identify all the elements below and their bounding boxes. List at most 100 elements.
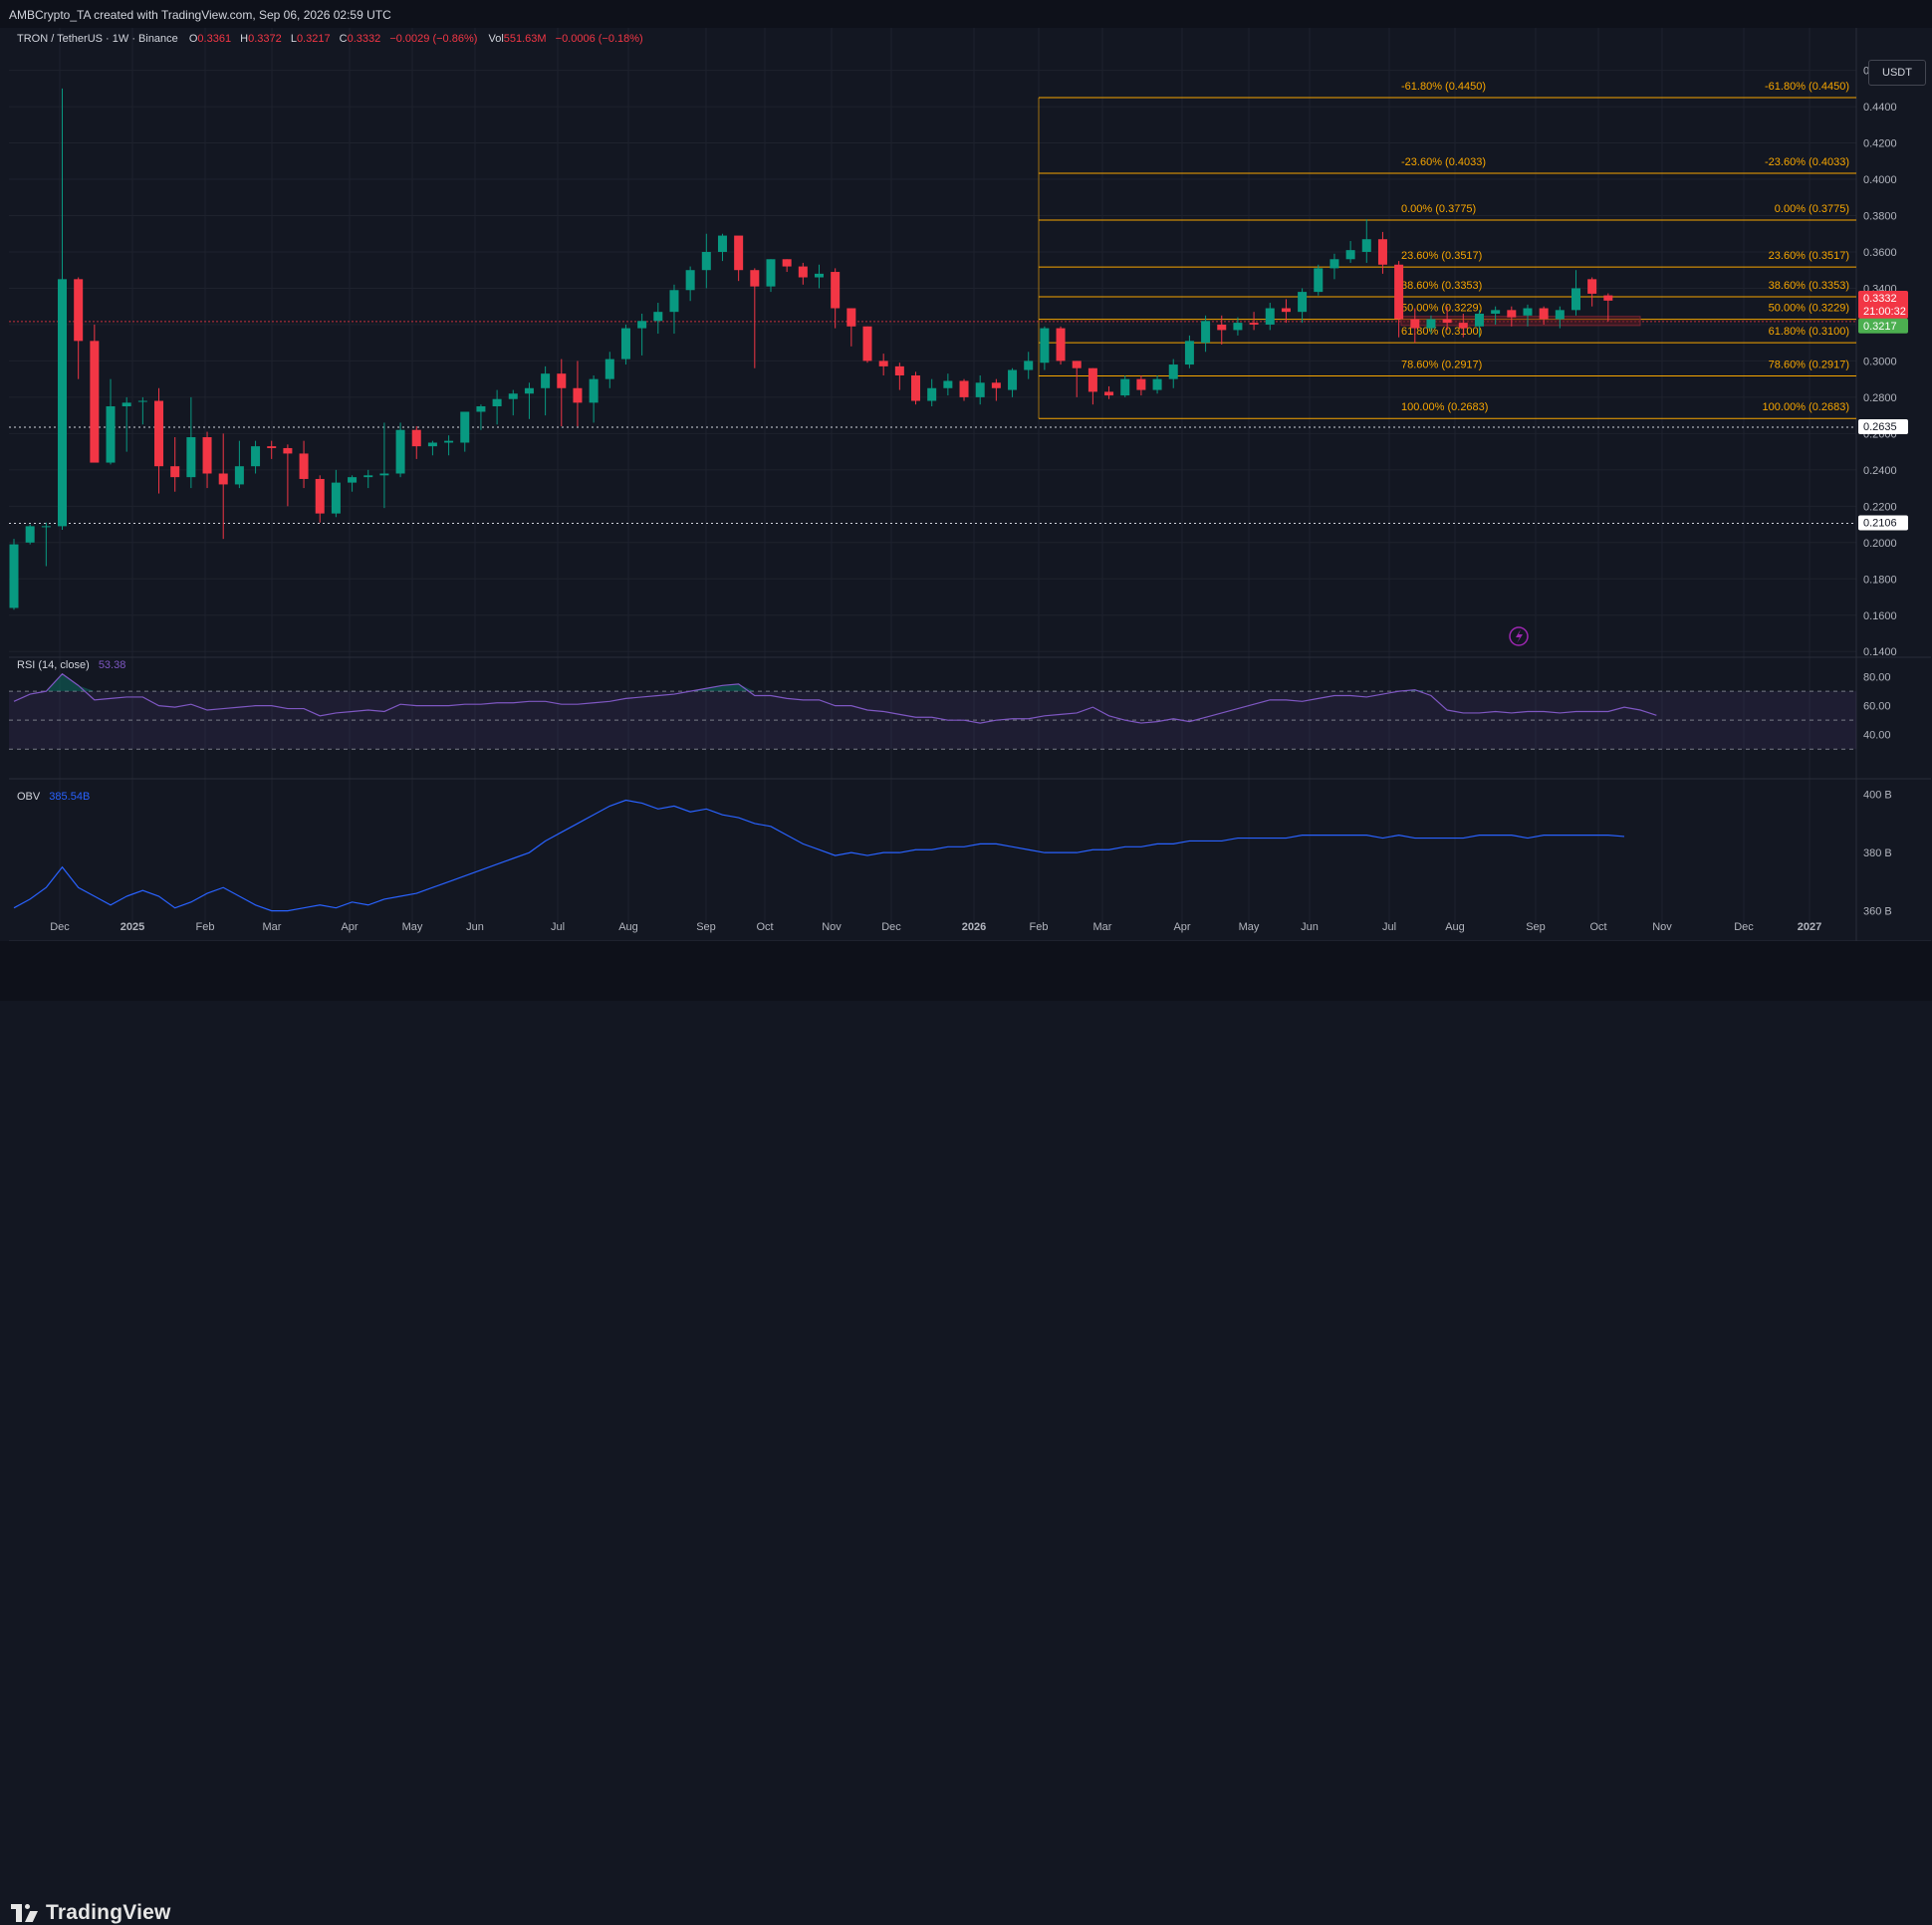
flash-icon[interactable] (1509, 626, 1529, 646)
candle-body (1603, 295, 1613, 301)
candle-body (1056, 328, 1066, 361)
candle-body (943, 380, 953, 388)
candle-body (427, 442, 437, 447)
candle-body (444, 440, 454, 443)
symbol-title: TRON / TetherUS · 1W · Binance (17, 33, 178, 45)
fib-level-label: 23.60% (0.3517) (1769, 250, 1849, 262)
horizontal-lines[interactable] (9, 316, 1856, 524)
candlestick-series (9, 88, 1613, 610)
candle-body (815, 273, 824, 278)
x-axis-tick-label: Dec (50, 921, 70, 933)
line-price-label-2-text: 0.2106 (1863, 517, 1897, 529)
candle-body (1281, 308, 1291, 313)
currency-button[interactable]: USDT (1868, 60, 1926, 86)
candle-body (1570, 288, 1580, 311)
y-axis-tick-label: 0.2800 (1863, 392, 1897, 404)
rsi-tick-label: 60.00 (1863, 701, 1891, 713)
fib-level-label: -23.60% (0.4033) (1401, 156, 1486, 168)
candle-body (589, 378, 599, 403)
candle-body (557, 373, 567, 388)
y-axis-tick-label: 0.3800 (1863, 211, 1897, 223)
brand-name: TradingView (46, 1901, 171, 1924)
candle-body (1136, 378, 1146, 390)
candle-body (121, 402, 131, 407)
candle-body (1491, 310, 1501, 314)
tradingview-logo[interactable]: TradingView (11, 1901, 171, 1925)
price-chart-svg[interactable]: -61.80% (0.4450) -61.80% (0.4450) -23.60% … (9, 28, 1931, 941)
fib-level-label: 78.60% (0.2917) (1769, 360, 1849, 371)
candle-body (1523, 308, 1533, 316)
x-axis-tick-label: Oct (1589, 921, 1606, 933)
candle-body (1507, 310, 1517, 318)
fib-level-label: 61.80% (0.3100) (1401, 326, 1482, 338)
candle-body (106, 406, 116, 463)
rsi-tick-label: 80.00 (1863, 672, 1891, 684)
x-axis-tick-label: Nov (822, 921, 842, 933)
candle-body (1233, 323, 1243, 331)
candle-body (186, 437, 196, 478)
candle-body (9, 544, 19, 608)
fib-level-label: 78.60% (0.2917) (1401, 360, 1482, 371)
obv-tick-label: 380 B (1863, 847, 1892, 859)
x-axis-tick-label: 2027 (1798, 921, 1821, 933)
fibonacci-retracement[interactable]: -61.80% (0.4450) -61.80% (0.4450) -23.60% … (1038, 81, 1856, 419)
fib-level-label: 100.00% (0.2683) (1763, 401, 1849, 413)
open-label: O (189, 33, 198, 45)
fib-level-label: 38.60% (0.3353) (1401, 280, 1482, 292)
candle-body (1474, 313, 1484, 327)
candle-body (1087, 367, 1097, 392)
candle-body (1361, 239, 1371, 252)
open-value: 0.3361 (197, 33, 231, 45)
x-axis-tick-label: 2026 (962, 921, 986, 933)
candle-body (991, 382, 1001, 388)
candle-body (959, 380, 969, 397)
x-axis-tick-label: May (1239, 921, 1260, 933)
x-axis-tick-label: Aug (1445, 921, 1465, 933)
x-axis-tick-label: Feb (1030, 921, 1049, 933)
candle-body (331, 482, 341, 514)
y-axis-tick-label: 0.3000 (1863, 356, 1897, 367)
candle-body (750, 270, 760, 287)
candle-body (492, 398, 502, 407)
fib-level-label: 0.00% (0.3775) (1775, 203, 1849, 215)
low-label: L (291, 33, 297, 45)
candle-body (573, 387, 583, 403)
candle-body (348, 477, 358, 483)
candle-body (283, 447, 293, 454)
candle-body (170, 466, 180, 478)
fib-level-label: 0.00% (0.3775) (1401, 203, 1476, 215)
y-axis-tick-label: 0.4200 (1863, 138, 1897, 150)
x-axis-tick-label: Feb (196, 921, 215, 933)
candle-body (508, 393, 518, 399)
candle-body (1426, 319, 1436, 329)
candle-body (1329, 259, 1339, 269)
x-axis-tick-label: Sep (696, 921, 716, 933)
candle-body (476, 406, 486, 412)
candle-body (637, 321, 647, 329)
svg-text:TRON / TetherUS · 1W · Binance: TRON / TetherUS · 1W · Binance O0.3361 H… (17, 33, 643, 45)
candle-body (1072, 361, 1082, 368)
candle-body (1024, 361, 1034, 370)
chart-area[interactable]: -61.80% (0.4450) -61.80% (0.4450) -23.60% … (9, 28, 1931, 941)
x-axis-tick-label: Sep (1526, 921, 1546, 933)
obv-title: OBV (17, 791, 41, 803)
candle-body (267, 446, 277, 448)
volume-label: Vol (488, 33, 503, 45)
candle-body (1442, 319, 1452, 324)
footer-bar: TradingView (0, 941, 1932, 1924)
y-axis-tick-label: 0.1600 (1863, 610, 1897, 622)
fib-level-label: 23.60% (0.3517) (1401, 250, 1482, 262)
x-axis-tick-label: Jul (1382, 921, 1396, 933)
obv-pane: 400 B 380 B 360 B (13, 790, 1892, 918)
candle-body (395, 429, 405, 474)
rsi-overbought-fill (14, 673, 1657, 692)
candle-body (927, 387, 937, 401)
line-price-label-2: 0.2106 (1858, 515, 1908, 531)
candle-body (734, 235, 744, 271)
rsi-pane: 80.00 60.00 40.00 (9, 672, 1891, 750)
line-price-label-1: 0.2635 (1858, 418, 1908, 434)
x-axis-tick-label: Jul (551, 921, 565, 933)
candle-body (234, 466, 244, 485)
